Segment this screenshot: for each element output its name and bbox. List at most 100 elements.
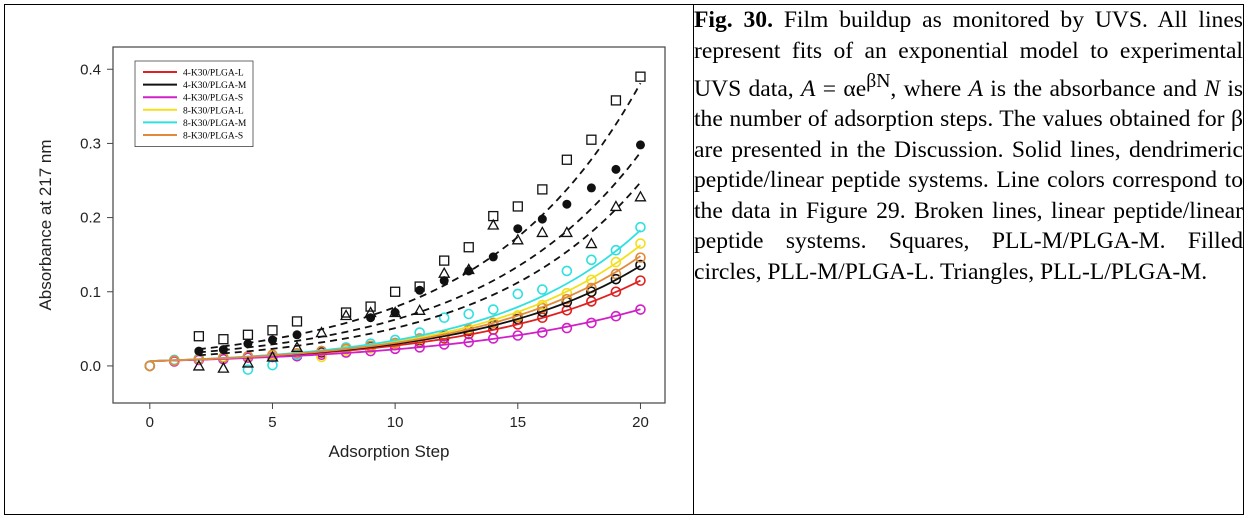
data-point (144, 360, 156, 372)
triangle-point (192, 359, 205, 371)
data-point (586, 286, 597, 298)
data-point (561, 265, 573, 277)
filled-circle-point (611, 164, 621, 174)
filled-circle-point (537, 214, 547, 224)
triangle-point (585, 237, 598, 249)
square-point (610, 95, 622, 106)
data-point (512, 288, 524, 300)
x-tick-label: 0 (146, 414, 154, 431)
x-tick-label: 10 (387, 414, 404, 431)
caption-equation-exponent: βN (866, 70, 891, 92)
dashed-fit-line (198, 82, 642, 351)
legend-label: 4-K30/PLGA-L (183, 69, 244, 79)
triangle-point (364, 306, 377, 318)
data-point (242, 364, 254, 375)
triangle-point (511, 233, 524, 245)
square-point (635, 71, 646, 82)
data-point (537, 284, 548, 295)
triangle-point (536, 226, 549, 238)
data-point (561, 304, 573, 316)
data-point (635, 252, 646, 263)
triangle-point (438, 266, 451, 278)
data-point (610, 273, 622, 285)
legend-label: 8-K30/PLGA-S (183, 132, 243, 142)
square-point (512, 201, 523, 212)
legend-label: 4-K30/PLGA-M (183, 81, 247, 91)
data-point (586, 254, 597, 266)
square-point (389, 286, 401, 297)
square-point (439, 255, 450, 266)
square-point (537, 184, 548, 195)
data-point (635, 304, 646, 315)
data-point (610, 244, 622, 256)
y-tick-label: 0.3 (80, 135, 101, 152)
filled-circle-point (415, 285, 425, 295)
legend-label: 8-K30/PLGA-L (183, 106, 244, 116)
data-point (438, 312, 450, 324)
filled-circle-point (586, 183, 596, 193)
data-point (635, 238, 646, 249)
y-axis-label: Absorbance at 217 nm (36, 139, 55, 310)
square-point (561, 154, 573, 165)
triangle-point (241, 356, 255, 368)
figure-caption: Fig. 30. Film buildup as monitored by UV… (694, 5, 1243, 287)
data-point (635, 259, 646, 271)
x-tick-label: 20 (632, 414, 649, 431)
filled-circle-point (292, 330, 302, 340)
y-tick-label: 0.4 (80, 61, 101, 78)
triangle-point (609, 200, 623, 212)
data-point (586, 274, 597, 286)
triangle-point (487, 218, 500, 230)
filled-circle-point (635, 140, 645, 150)
filled-circle-point (488, 252, 498, 262)
filled-circle-point (243, 339, 253, 349)
triangle-point (634, 190, 647, 202)
chart: 0 5 10 15 20 0.0 0.1 0.2 0.3 0.4 Adsorption Step Ab… (36, 46, 666, 461)
square-point (586, 134, 597, 145)
y-tick-label: 0.2 (80, 210, 101, 227)
triangle-point (339, 309, 353, 321)
caption-part-1: Film buildup as monitored by UVS. All li… (694, 7, 1243, 102)
y-tick-label: 0.0 (80, 358, 101, 375)
figure-table: 0 5 10 15 20 0.0 0.1 0.2 0.3 0.4 Adsorption Step Ab… (4, 4, 1244, 515)
filled-circle-point (194, 346, 204, 356)
caption-var-n: N (1204, 75, 1220, 102)
plot-layer: 0 5 10 15 20 0.0 0.1 0.2 0.3 0.4 Adsorption Step Ab… (36, 46, 666, 461)
triangle-point (462, 263, 475, 275)
filled-circle-point (218, 345, 228, 355)
caption-var-a: A (801, 75, 816, 102)
data-point (610, 286, 622, 298)
square-point (340, 307, 352, 318)
filled-circle-point (562, 199, 572, 209)
data-point (463, 308, 475, 320)
legend: 4-K30/PLGA-L 4-K30/PLGA-M 4-K30/PLGA-S 8-K3… (134, 60, 254, 147)
square-point (193, 331, 205, 342)
legend-label: 8-K30/PLGA-M (183, 119, 247, 129)
triangle-point (266, 350, 279, 362)
x-tick-label: 15 (509, 414, 526, 431)
data-point (487, 304, 499, 315)
triangle-point (217, 361, 230, 373)
triangle-point (389, 306, 402, 318)
data-point (635, 275, 646, 286)
filled-circle-point (366, 313, 376, 323)
filled-circle-point (513, 224, 523, 234)
caption-part-2: , where (890, 75, 962, 102)
triangle-point (560, 226, 573, 238)
square-point (365, 301, 376, 312)
caption-label: Fig. 30. (694, 7, 773, 33)
legend-box (134, 60, 254, 147)
caption-equation: = αe (822, 75, 867, 102)
square-point (291, 316, 303, 327)
caption-var-a-2: A (968, 75, 983, 102)
y-tick-label: 0.1 (80, 284, 101, 301)
x-tick-label: 5 (268, 414, 276, 431)
fit-line (149, 255, 641, 362)
chart-cell: 0 5 10 15 20 0.0 0.1 0.2 0.3 0.4 Adsorption Step Ab… (4, 4, 694, 515)
caption-cell: Fig. 30. Film buildup as monitored by UV… (693, 4, 1244, 515)
filled-circle-point (267, 335, 277, 345)
square-point (242, 329, 254, 340)
square-point (218, 334, 229, 345)
data-point (487, 317, 499, 329)
dashed-fit-line (198, 151, 642, 354)
